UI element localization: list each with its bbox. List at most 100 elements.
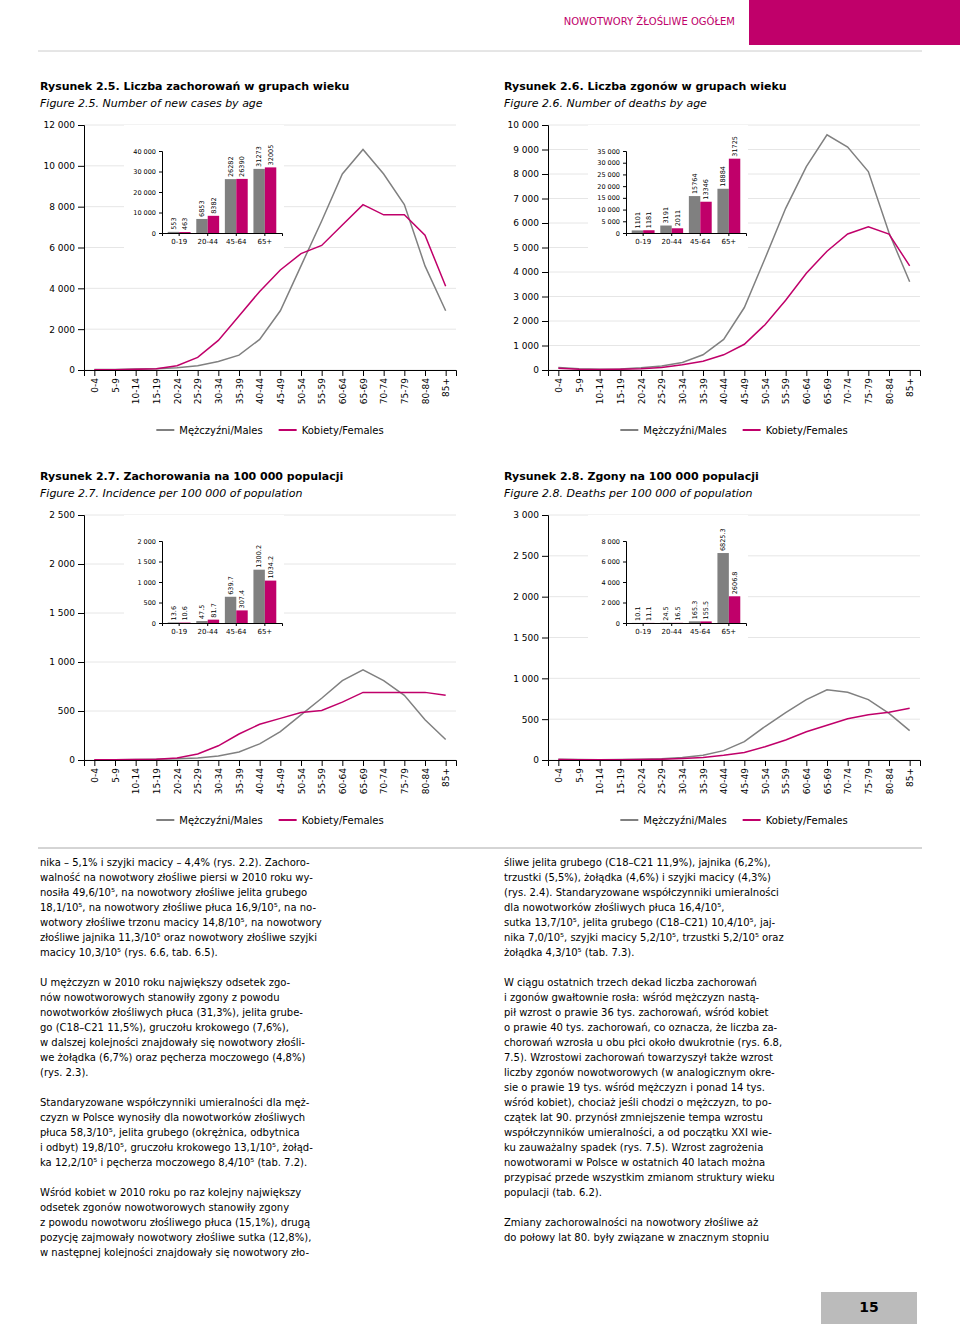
tick-label: 80-84 bbox=[885, 768, 895, 794]
y-tick: 2 000 bbox=[513, 592, 548, 602]
data-label: 10.1 bbox=[634, 606, 642, 620]
tick-mark bbox=[623, 233, 626, 234]
x-tick: 0-4 bbox=[554, 370, 564, 393]
tick-mark bbox=[827, 370, 828, 376]
body-line: złośliwe jajnika 11,3/10⁵ oraz nowotwory… bbox=[40, 932, 317, 943]
x-tick: 25-29 bbox=[193, 760, 203, 794]
tick-label: 10 000 bbox=[508, 120, 540, 130]
body-line: sutka 13,7/10⁵, jelita grubego (C18–C21)… bbox=[504, 917, 776, 928]
chart-title: Rysunek 2.7. Zachorowania na 100 000 pop… bbox=[40, 470, 343, 483]
body-line: go (C18–C21 11,5%), gruczołu krokowego (… bbox=[40, 1022, 289, 1033]
body-line: nosiła 49,6/10⁵, na nowotwory złośliwe j… bbox=[40, 887, 307, 898]
x-tick: 10-14 bbox=[131, 370, 141, 404]
tick-mark bbox=[78, 370, 84, 371]
tick-mark bbox=[786, 370, 787, 376]
body-line: nika 7,0/10⁵, szyjki macicy 5,2/10⁵, trz… bbox=[504, 932, 784, 943]
x-tick: 75-79 bbox=[400, 760, 410, 794]
tick-mark bbox=[342, 370, 343, 376]
x-tick: 30-34 bbox=[678, 760, 688, 794]
data-label: 155.5 bbox=[702, 601, 710, 620]
x-tick: 20-44 bbox=[198, 233, 219, 246]
bar bbox=[672, 228, 683, 233]
bar bbox=[660, 622, 671, 623]
tick-label: 3 000 bbox=[513, 292, 539, 302]
legend-item: Kobiety/Females bbox=[743, 425, 848, 436]
tick-mark bbox=[889, 370, 890, 376]
data-label: 639.7 bbox=[227, 576, 235, 595]
tick-mark bbox=[198, 760, 199, 766]
bar bbox=[208, 620, 219, 623]
legend-label: Kobiety/Females bbox=[302, 815, 384, 826]
tick-label: 50-54 bbox=[761, 378, 771, 404]
tick-label: 2 000 bbox=[49, 325, 75, 335]
tick-label: 45-49 bbox=[276, 378, 286, 404]
tick-mark bbox=[889, 760, 890, 766]
body-line: ku zauważalny spadek (rys. 7.5). Wzrost … bbox=[504, 1142, 763, 1153]
tick-mark bbox=[404, 760, 405, 766]
y-tick: 1 500 bbox=[137, 558, 162, 566]
data-labels: 5536853262823127346383822639032005 bbox=[170, 145, 275, 230]
tick-mark bbox=[868, 370, 869, 376]
tick-mark bbox=[156, 370, 157, 376]
data-label: 463 bbox=[181, 218, 189, 230]
tick-mark bbox=[179, 623, 180, 626]
tick-mark bbox=[207, 233, 208, 236]
tick-label: 500 bbox=[144, 599, 156, 607]
data-label: 1034.2 bbox=[267, 556, 275, 579]
x-tick: 80-84 bbox=[885, 760, 895, 794]
data-label: 47.5 bbox=[198, 605, 206, 619]
tick-label: 3 000 bbox=[513, 510, 539, 520]
body-line: i odbyt) 19,8/10⁵, gruczołu krokowego 13… bbox=[40, 1142, 313, 1153]
tick-label: 65-69 bbox=[823, 768, 833, 794]
tick-mark bbox=[342, 760, 343, 766]
body-line: płuca 58,3/10⁵, jelita grubego (okrężnic… bbox=[40, 1127, 300, 1138]
legend-swatch bbox=[743, 429, 761, 431]
data-label: 307.4 bbox=[238, 590, 246, 609]
data-label: 10.6 bbox=[181, 606, 189, 620]
tick-label: 25-29 bbox=[657, 768, 667, 794]
tick-label: 0-4 bbox=[90, 378, 100, 393]
x-tick: 70-74 bbox=[843, 760, 853, 794]
body-line: ka 12,2/10⁵ i pęcherza moczowego 8,4/10⁵… bbox=[40, 1157, 307, 1168]
tick-mark bbox=[404, 370, 405, 376]
y-axis: 05001 0001 5002 0002 500 bbox=[49, 510, 84, 765]
tick-label: 0-4 bbox=[554, 378, 564, 393]
tick-label: 70-74 bbox=[379, 768, 389, 794]
legend-item: Mężczyźni/Males bbox=[156, 815, 262, 826]
tick-label: 20-44 bbox=[198, 238, 219, 246]
tick-mark bbox=[425, 760, 426, 766]
y-tick: 6 000 bbox=[513, 218, 548, 228]
tick-mark bbox=[744, 760, 745, 766]
inset-background bbox=[588, 515, 748, 640]
chart-title: Rysunek 2.8. Zgony na 100 000 populacji bbox=[504, 470, 759, 483]
series-line bbox=[558, 708, 909, 760]
y-tick: 1 000 bbox=[137, 579, 162, 587]
y-tick: 40 000 bbox=[133, 148, 162, 156]
axis-line bbox=[163, 624, 283, 627]
x-tick: 40-44 bbox=[255, 760, 265, 794]
tick-mark bbox=[78, 166, 84, 167]
body-line: odsetek zgonów nowotworowych stanowiły z… bbox=[40, 1202, 289, 1213]
tick-mark bbox=[159, 603, 162, 604]
plot-area bbox=[632, 159, 741, 233]
header-rule bbox=[38, 51, 922, 52]
x-axis: 0-45-910-1415-1920-2425-2930-3435-3940-4… bbox=[549, 760, 921, 794]
x-tick: 20-24 bbox=[173, 760, 183, 794]
chart-subtitle: Figure 2.5. Number of new cases by age bbox=[40, 97, 263, 110]
axis-line bbox=[78, 126, 85, 371]
body-line: nowotworków złośliwych płuca (31,3%), je… bbox=[40, 1007, 303, 1018]
x-tick: 30-34 bbox=[214, 760, 224, 794]
x-tick: 10-14 bbox=[595, 370, 605, 404]
tick-mark bbox=[264, 623, 265, 626]
x-tick: 25-29 bbox=[657, 760, 667, 794]
bar bbox=[717, 553, 728, 623]
tick-label: 80-84 bbox=[421, 378, 431, 404]
body-line: U mężczyzn w 2010 roku największy odsete… bbox=[40, 977, 291, 988]
tick-mark bbox=[703, 760, 704, 766]
tick-mark bbox=[136, 760, 137, 766]
body-line: nika – 5,1% i szyjki macicy – 4,4% (rys.… bbox=[40, 857, 310, 868]
x-tick: 15-19 bbox=[152, 370, 162, 404]
y-tick: 25 000 bbox=[597, 171, 626, 179]
header-box bbox=[749, 0, 960, 45]
data-label: 11.1 bbox=[645, 606, 653, 620]
